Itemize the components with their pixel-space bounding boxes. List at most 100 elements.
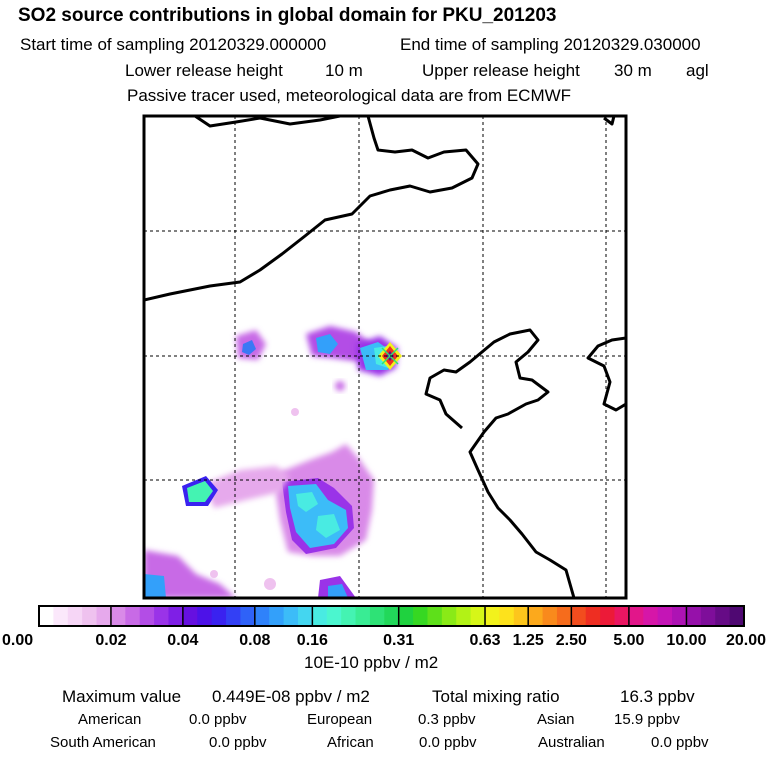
colorbar-swatch: [398, 606, 414, 626]
colorbar-swatch: [226, 606, 242, 626]
colorbar-swatch: [729, 606, 745, 626]
colorbar-tick-label: 1.25: [513, 632, 544, 649]
region-value: 15.9 ppbv: [614, 711, 680, 728]
lower-release-label: Lower release height: [125, 61, 283, 80]
colorbar-swatch: [427, 606, 443, 626]
colorbar-tick-label: 20.00: [726, 632, 766, 649]
colorbar-swatch: [384, 606, 400, 626]
colorbar-swatch: [643, 606, 659, 626]
colorbar-swatch: [413, 606, 429, 626]
colorbar-swatch: [283, 606, 299, 626]
colorbar-tick-label: 0.31: [383, 632, 414, 649]
colorbar-swatch: [67, 606, 83, 626]
colorbar-dividers: [110, 606, 688, 626]
colorbar-swatch: [600, 606, 616, 626]
plume-northwest-core: [242, 340, 256, 355]
units-label: 10E-10 ppbv / m2: [304, 653, 439, 672]
upper-release-value: 30 m: [614, 61, 652, 80]
colorbar-tick-label: 0.00: [2, 632, 33, 649]
colorbar-swatch: [297, 606, 313, 626]
region-name: African: [327, 734, 374, 751]
upper-release-label: Upper release height: [422, 61, 580, 80]
colorbar-swatch: [715, 606, 731, 626]
colorbar-swatch: [700, 606, 716, 626]
map-frame: [142, 114, 628, 600]
colorbar-swatch: [456, 606, 472, 626]
colorbar-swatch: [341, 606, 357, 626]
start-time-label: Start time of sampling 20120329.000000: [20, 35, 327, 54]
colorbar-swatch: [485, 606, 501, 626]
plume-north-central-core: [316, 334, 338, 354]
region-name: South American: [50, 734, 156, 751]
colorbar-tick-label: 2.50: [556, 632, 587, 649]
colorbar-swatch: [686, 606, 702, 626]
lower-release-value: 10 m: [325, 61, 363, 80]
colorbar-swatch: [125, 606, 141, 626]
region-value: 0.3 ppbv: [418, 711, 476, 728]
colorbar-tick-labels: 0.00 0.02 0.04 0.08 0.16 0.31 0.63 1.25 2.50 5.00…: [2, 632, 766, 649]
colorbar-swatch: [254, 606, 270, 626]
max-value-label: Maximum value: [62, 687, 182, 706]
colorbar-frame: [38, 605, 745, 627]
colorbar-swatch: [240, 606, 256, 626]
colorbar-swatch: [499, 606, 515, 626]
region-name: American: [78, 711, 142, 728]
colorbar-swatch: [672, 606, 688, 626]
colorbar-tick-label: 0.63: [469, 632, 500, 649]
colorbar-tick-label: 10.00: [666, 632, 706, 649]
plume-far-south-west: [144, 550, 236, 598]
colorbar-swatch: [312, 606, 328, 626]
colorbar-swatch: [571, 606, 587, 626]
total-mixing-label: Total mixing ratio: [432, 687, 560, 706]
total-mixing-value: 16.3 ppbv: [620, 687, 695, 706]
colorbar-swatch: [197, 606, 213, 626]
height-reference: agl: [686, 61, 709, 80]
colorbar-swatch: [326, 606, 342, 626]
chart-title: SO2 source contributions in global domai…: [18, 5, 557, 26]
region-value: 0.0 ppbv: [651, 734, 709, 751]
end-time-label: End time of sampling 20120329.030000: [400, 35, 701, 54]
colorbar-tick-label: 0.02: [95, 632, 126, 649]
colorbar-swatch: [355, 606, 371, 626]
region-value: 0.0 ppbv: [209, 734, 267, 751]
colorbar-tick-label: 0.08: [239, 632, 270, 649]
colorbar-swatch: [269, 606, 285, 626]
colorbar-swatch: [53, 606, 69, 626]
map-borders: [144, 116, 626, 598]
plume-north-central: [306, 326, 372, 362]
colorbar-swatch: [528, 606, 544, 626]
colorbar-tick-label: 5.00: [613, 632, 644, 649]
colorbar-swatch: [441, 606, 457, 626]
colorbar-swatch: [614, 606, 630, 626]
colorbar-tick-label: 0.16: [297, 632, 328, 649]
colorbar-tick-label: 0.04: [167, 632, 198, 649]
colorbar-swatch: [211, 606, 227, 626]
colorbar-swatch: [657, 606, 673, 626]
colorbar-swatch: [168, 606, 184, 626]
region-name: European: [307, 711, 373, 728]
region-value: 0.0 ppbv: [189, 711, 247, 728]
tracer-note: Passive tracer used, meteorological data…: [127, 86, 572, 105]
colorbar-swatch: [96, 606, 112, 626]
plume-south-west: [204, 466, 290, 508]
colorbar-swatch: [542, 606, 558, 626]
map-gridlines: [144, 116, 626, 598]
colorbar-swatches: [39, 606, 745, 626]
colorbar-swatch: [585, 606, 601, 626]
colorbar-swatch: [369, 606, 385, 626]
colorbar-swatch: [182, 606, 198, 626]
max-value: 0.449E-08 ppbv / m2: [212, 687, 370, 706]
colorbar-swatch: [139, 606, 155, 626]
region-value: 0.0 ppbv: [419, 734, 477, 751]
region-name: Australian: [538, 734, 605, 751]
plume-field: [144, 326, 398, 598]
colorbar-swatch: [110, 606, 126, 626]
colorbar-swatch: [470, 606, 486, 626]
colorbar-swatch: [39, 606, 54, 626]
region-name: Asian: [537, 711, 575, 728]
colorbar-swatch: [628, 606, 644, 626]
colorbar-swatch: [513, 606, 529, 626]
colorbar-swatch: [82, 606, 98, 626]
